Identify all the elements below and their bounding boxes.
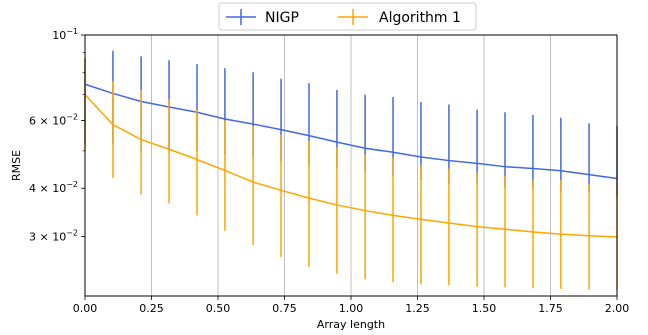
legend-entry: Algorithm 1	[338, 9, 461, 26]
y-tick-label: 3 × 10−2	[29, 228, 78, 243]
x-tick-label: 1.50	[472, 302, 497, 315]
x-tick-label: 0.00	[73, 302, 98, 315]
legend-label: NIGP	[265, 10, 299, 26]
series-line	[84, 83, 618, 180]
y-tick-label: 4 × 10−2	[29, 180, 78, 195]
x-tick-label: 1.25	[405, 302, 430, 315]
legend-entry: NIGP	[226, 9, 299, 26]
x-axis-label: Array length	[317, 318, 385, 331]
grid-layer	[84, 35, 618, 296]
x-tick-label: 1.75	[538, 302, 563, 315]
x-tick-label: 1.00	[339, 302, 364, 315]
legend-label: Algorithm 1	[379, 10, 461, 26]
series-line	[84, 94, 618, 238]
y-tick-label: 6 × 10−2	[29, 112, 78, 127]
x-tick-label: 0.25	[139, 302, 164, 315]
y-tick-label: 10−1	[52, 27, 78, 42]
x-tick-label: 0.50	[206, 302, 231, 315]
legend: NIGP Algorithm 1	[218, 2, 477, 31]
x-tick-label: 0.75	[272, 302, 297, 315]
x-tick-label: 2.00	[605, 302, 630, 315]
series-layer	[84, 50, 618, 290]
axis-layer: 0.00 0.25 0.50 0.75 1.00 1.25 1.50 1.75 2.00 10−1…	[29, 27, 629, 315]
y-axis-label: RMSE	[10, 150, 23, 181]
